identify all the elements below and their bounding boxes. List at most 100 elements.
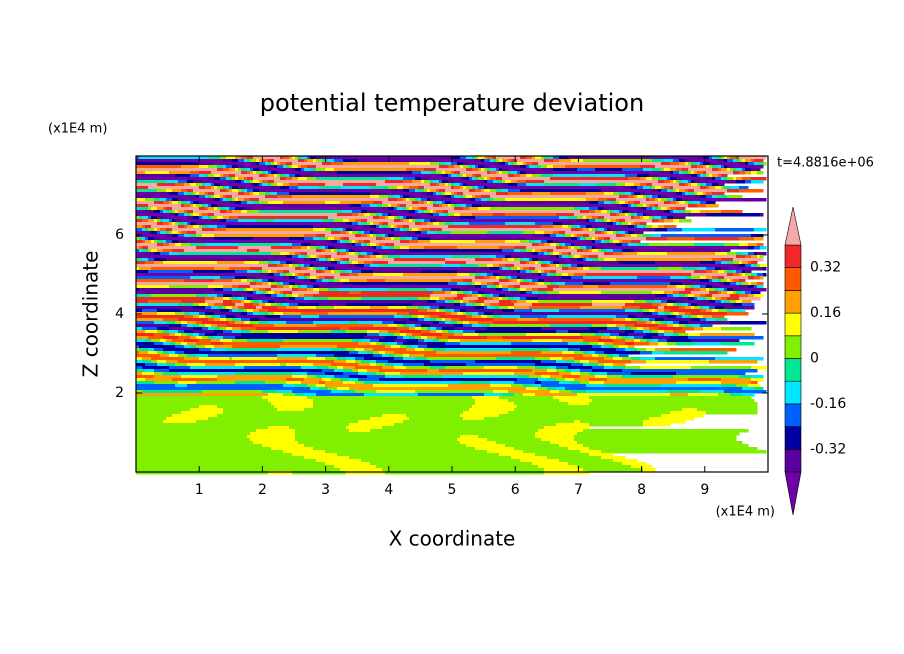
contour-cell <box>295 393 305 397</box>
contour-cell <box>550 348 569 352</box>
contour-cell <box>703 156 710 160</box>
contour-cell <box>238 309 245 313</box>
contour-cell <box>223 336 236 340</box>
contour-cell <box>313 264 320 268</box>
contour-cell <box>697 183 701 187</box>
contour-cell <box>208 174 215 178</box>
contour-cell <box>277 348 332 352</box>
contour-cell <box>706 186 710 190</box>
contour-cell <box>748 285 755 289</box>
contour-cell <box>268 180 275 184</box>
contour-cell <box>538 252 545 256</box>
contour-cell <box>175 222 179 226</box>
contour-cell <box>154 258 167 262</box>
contour-cell <box>475 156 479 160</box>
contour-cell <box>451 186 455 190</box>
contour-cell <box>697 156 704 160</box>
contour-cell <box>472 324 482 328</box>
contour-cell <box>679 321 689 325</box>
contour-cell <box>628 195 635 199</box>
contour-cell <box>391 213 398 217</box>
contour-cell <box>388 216 395 220</box>
contour-cell <box>268 279 275 283</box>
contour-cell <box>622 306 641 310</box>
contour-cell <box>199 324 206 328</box>
contour-cell <box>724 159 728 163</box>
contour-cell <box>583 207 590 211</box>
contour-cell <box>718 276 725 280</box>
contour-cell <box>406 168 425 172</box>
contour-cell <box>496 186 623 190</box>
contour-cell <box>742 252 749 256</box>
contour-cell <box>586 237 593 241</box>
contour-cell <box>520 165 527 169</box>
contour-cell <box>373 246 377 250</box>
contour-cell <box>439 321 446 325</box>
contour-cell <box>595 168 623 172</box>
contour-cell <box>316 375 326 379</box>
contour-cell <box>655 198 659 202</box>
contour-cell <box>478 207 491 211</box>
contour-cell <box>136 252 146 256</box>
contour-cell <box>223 285 233 289</box>
contour-cell <box>274 279 281 283</box>
contour-cell <box>220 315 227 319</box>
contour-cell <box>502 171 509 175</box>
contour-cell <box>430 228 443 232</box>
contour-cell <box>655 207 659 211</box>
contour-cell <box>730 279 734 283</box>
contour-cell <box>679 162 686 166</box>
contour-cell <box>583 246 587 250</box>
y-tick-label: 4 <box>115 306 124 322</box>
contour-cell <box>568 267 578 271</box>
contour-cell <box>244 198 251 202</box>
contour-cell <box>298 294 305 298</box>
contour-cell <box>727 261 734 265</box>
contour-cell <box>259 321 269 325</box>
contour-cell <box>283 312 302 316</box>
contour-cell <box>583 429 749 433</box>
contour-cell <box>334 375 350 379</box>
contour-cell <box>292 177 299 181</box>
contour-cell <box>592 399 755 403</box>
contour-cell <box>334 279 341 283</box>
contour-cell <box>232 309 239 313</box>
contour-cell <box>466 363 536 367</box>
contour-cell <box>169 252 179 256</box>
contour-cell <box>676 303 683 307</box>
contour-cell <box>247 312 254 316</box>
contour-cell <box>163 420 197 424</box>
contour-cell <box>160 210 164 214</box>
contour-cell <box>592 246 596 250</box>
contour-cell <box>439 369 533 373</box>
contour-cell <box>640 165 656 169</box>
contour-cell <box>487 450 524 454</box>
contour-cell <box>355 357 365 361</box>
contour-cell <box>349 378 359 382</box>
contour-cell <box>625 174 638 178</box>
contour-cell <box>592 300 635 304</box>
contour-cell <box>247 249 260 253</box>
contour-cell <box>715 357 764 361</box>
contour-cell <box>196 234 203 238</box>
contour-cell <box>154 228 158 232</box>
contour-cell <box>184 279 215 283</box>
contour-cell <box>670 312 674 316</box>
contour-cell <box>466 204 473 208</box>
contour-cell <box>469 321 479 325</box>
contour-cell <box>385 363 395 367</box>
contour-cell <box>277 294 284 298</box>
contour-cell <box>409 198 416 202</box>
contour-cell <box>163 201 170 205</box>
contour-cell <box>577 267 584 271</box>
contour-cell <box>241 171 248 175</box>
contour-cell <box>334 246 341 250</box>
contour-cell <box>394 243 533 247</box>
contour-cell <box>373 231 380 235</box>
contour-cell <box>418 186 425 190</box>
contour-cell <box>136 231 149 235</box>
contour-cell <box>538 162 662 166</box>
contour-cell <box>352 270 362 274</box>
contour-cell <box>301 243 311 247</box>
contour-cell <box>700 309 707 313</box>
